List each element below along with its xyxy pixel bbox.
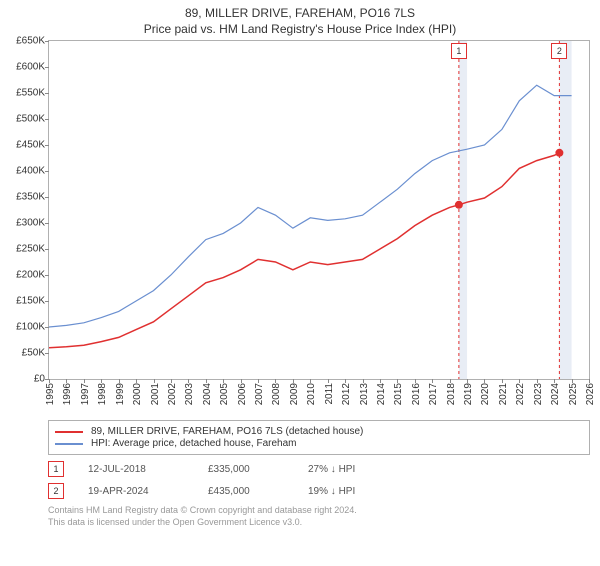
plot-area: £0£50K£100K£150K£200K£250K£300K£350K£400… <box>48 40 590 380</box>
x-axis-tick-label: 2012 <box>341 383 352 405</box>
x-axis-tick-label: 2010 <box>306 383 317 405</box>
sale-date: 12-JUL-2018 <box>88 464 208 475</box>
chart-container: 89, MILLER DRIVE, FAREHAM, PO16 7LS Pric… <box>0 6 600 566</box>
y-axis-tick-label: £250K <box>16 244 45 255</box>
chart-title: 89, MILLER DRIVE, FAREHAM, PO16 7LS <box>0 6 600 20</box>
y-axis-tick-label: £350K <box>16 192 45 203</box>
y-axis-tick-label: £550K <box>16 88 45 99</box>
x-axis-tick-label: 2017 <box>428 383 439 405</box>
y-axis-tick-label: £650K <box>16 36 45 47</box>
y-axis-tick <box>45 93 49 94</box>
x-axis-tick-label: 1996 <box>62 383 73 405</box>
y-axis-tick-label: £450K <box>16 140 45 151</box>
y-axis-tick-label: £500K <box>16 114 45 125</box>
y-axis-tick <box>45 119 49 120</box>
x-axis-tick-label: 2018 <box>446 383 457 405</box>
x-axis-tick-label: 2005 <box>219 383 230 405</box>
y-axis-tick-label: £150K <box>16 296 45 307</box>
legend-swatch <box>55 443 83 445</box>
sales-table: 1 12-JUL-2018£335,00027% ↓ HPI 2 19-APR-202… <box>48 461 590 499</box>
x-axis-tick-label: 2008 <box>271 383 282 405</box>
y-axis-tick <box>45 67 49 68</box>
legend-item: 89, MILLER DRIVE, FAREHAM, PO16 7LS (det… <box>55 426 583 437</box>
y-axis-tick <box>45 327 49 328</box>
sale-badge: 2 <box>48 483 64 499</box>
legend-label: HPI: Average price, detached house, Fare… <box>91 438 297 449</box>
x-axis-tick-label: 2021 <box>498 383 509 405</box>
reference-band <box>559 41 571 379</box>
x-axis-tick-label: 2016 <box>411 383 422 405</box>
y-axis-tick-label: £50K <box>22 348 45 359</box>
footer-attribution: Contains HM Land Registry data © Crown c… <box>48 505 590 528</box>
y-axis-tick <box>45 275 49 276</box>
reference-band <box>459 41 467 379</box>
x-axis-tick-label: 2001 <box>150 383 161 405</box>
y-axis-tick <box>45 249 49 250</box>
x-axis-tick-label: 2006 <box>237 383 248 405</box>
x-axis-tick-label: 2003 <box>184 383 195 405</box>
series-line-hpi <box>49 85 572 327</box>
sale-price: £335,000 <box>208 464 308 475</box>
sale-price: £435,000 <box>208 486 308 497</box>
x-axis-tick-label: 2022 <box>515 383 526 405</box>
sale-row: 1 12-JUL-2018£335,00027% ↓ HPI <box>48 461 590 477</box>
x-axis-tick-label: 2004 <box>202 383 213 405</box>
footer-line-1: Contains HM Land Registry data © Crown c… <box>48 505 590 517</box>
x-axis-tick-label: 2015 <box>393 383 404 405</box>
y-axis-tick-label: £0 <box>34 374 45 385</box>
chart-svg <box>49 41 589 379</box>
series-marker-property <box>555 149 563 157</box>
x-axis-tick-label: 2009 <box>289 383 300 405</box>
x-axis-tick-label: 2025 <box>568 383 579 405</box>
y-axis-tick-label: £400K <box>16 166 45 177</box>
chart-subtitle: Price paid vs. HM Land Registry's House … <box>0 22 600 36</box>
x-axis-tick-label: 1995 <box>45 383 56 405</box>
y-axis-tick-label: £600K <box>16 62 45 73</box>
x-axis-tick-label: 2007 <box>254 383 265 405</box>
y-axis-tick <box>45 171 49 172</box>
x-axis-tick-label: 2023 <box>533 383 544 405</box>
y-axis-tick <box>45 145 49 146</box>
series-marker-property <box>455 201 463 209</box>
x-axis-tick-label: 1998 <box>97 383 108 405</box>
sale-row: 2 19-APR-2024£435,00019% ↓ HPI <box>48 483 590 499</box>
y-axis-tick <box>45 353 49 354</box>
chart-marker-badge: 2 <box>551 43 567 59</box>
y-axis-tick-label: £300K <box>16 218 45 229</box>
legend-label: 89, MILLER DRIVE, FAREHAM, PO16 7LS (det… <box>91 426 363 437</box>
x-axis-tick-label: 2011 <box>324 383 335 405</box>
x-axis-tick-label: 2000 <box>132 383 143 405</box>
legend-item: HPI: Average price, detached house, Fare… <box>55 438 583 449</box>
y-axis-tick <box>45 301 49 302</box>
sale-date: 19-APR-2024 <box>88 486 208 497</box>
x-axis-tick-label: 2013 <box>359 383 370 405</box>
sale-badge: 1 <box>48 461 64 477</box>
sale-pct: 27% ↓ HPI <box>308 464 448 475</box>
y-axis-tick-label: £100K <box>16 322 45 333</box>
x-axis-tick-label: 2002 <box>167 383 178 405</box>
x-axis-tick-label: 2019 <box>463 383 474 405</box>
y-axis-tick <box>45 41 49 42</box>
chart-marker-badge: 1 <box>451 43 467 59</box>
legend-swatch <box>55 431 83 433</box>
x-axis-tick-label: 2026 <box>585 383 596 405</box>
x-axis-tick-label: 2024 <box>550 383 561 405</box>
y-axis-tick <box>45 223 49 224</box>
x-axis-tick-label: 1999 <box>115 383 126 405</box>
y-axis-tick-label: £200K <box>16 270 45 281</box>
x-axis-tick-label: 2014 <box>376 383 387 405</box>
x-axis-tick-label: 2020 <box>480 383 491 405</box>
sale-pct: 19% ↓ HPI <box>308 486 448 497</box>
footer-line-2: This data is licensed under the Open Gov… <box>48 517 590 529</box>
series-line-property <box>49 153 559 348</box>
legend-box: 89, MILLER DRIVE, FAREHAM, PO16 7LS (det… <box>48 420 590 455</box>
y-axis-tick <box>45 197 49 198</box>
x-axis-tick-label: 1997 <box>80 383 91 405</box>
